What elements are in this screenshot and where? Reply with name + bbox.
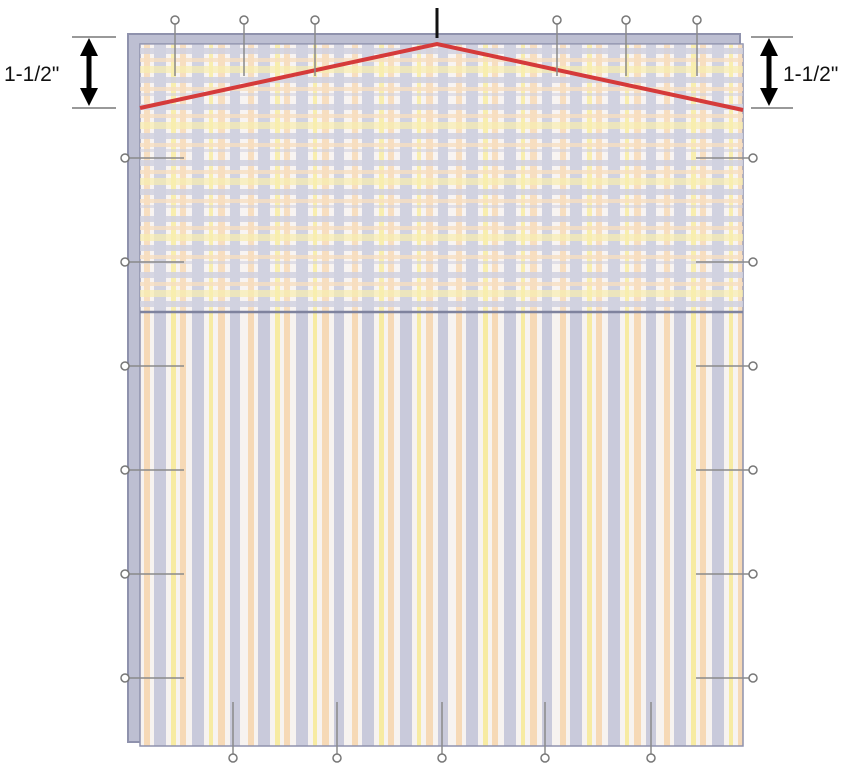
straight-pin-icon (120, 569, 184, 579)
straight-pin-icon (437, 702, 447, 763)
double-headed-arrow-icon (80, 38, 98, 106)
straight-pin-icon (692, 15, 702, 76)
straight-pin-icon (696, 569, 758, 579)
straight-pin-icon (120, 361, 184, 371)
straight-pin-icon (239, 15, 249, 76)
straight-pin-icon (646, 702, 656, 763)
straight-pin-icon (120, 673, 184, 683)
right-dimension: 1-1/2" (751, 36, 838, 109)
folded-top-section-tint (140, 44, 743, 312)
straight-pin-icon (120, 257, 184, 267)
fabric-panel (139, 43, 744, 747)
right-measure-label: 1-1/2" (783, 63, 838, 86)
left-measure-label: 1-1/2" (4, 63, 59, 86)
straight-pin-icon (540, 702, 550, 763)
angled-cut-line (139, 41, 744, 112)
straight-pin-icon (696, 257, 758, 267)
straight-pin-icon (332, 702, 342, 763)
straight-pin-icon (170, 15, 180, 76)
straight-pin-icon (696, 673, 758, 683)
straight-pin-icon (696, 361, 758, 371)
left-dimension: 1-1/2" (4, 36, 116, 109)
straight-pin-icon (552, 15, 562, 76)
straight-pin-icon (696, 153, 758, 163)
straight-pin-icon (120, 465, 184, 475)
straight-pin-icon (621, 15, 631, 76)
straight-pin-icon (310, 15, 320, 76)
straight-pin-icon (120, 153, 184, 163)
straight-pin-icon (696, 465, 758, 475)
pins-group (120, 15, 758, 763)
straight-pin-icon (228, 702, 238, 763)
double-headed-arrow-icon (760, 38, 778, 106)
